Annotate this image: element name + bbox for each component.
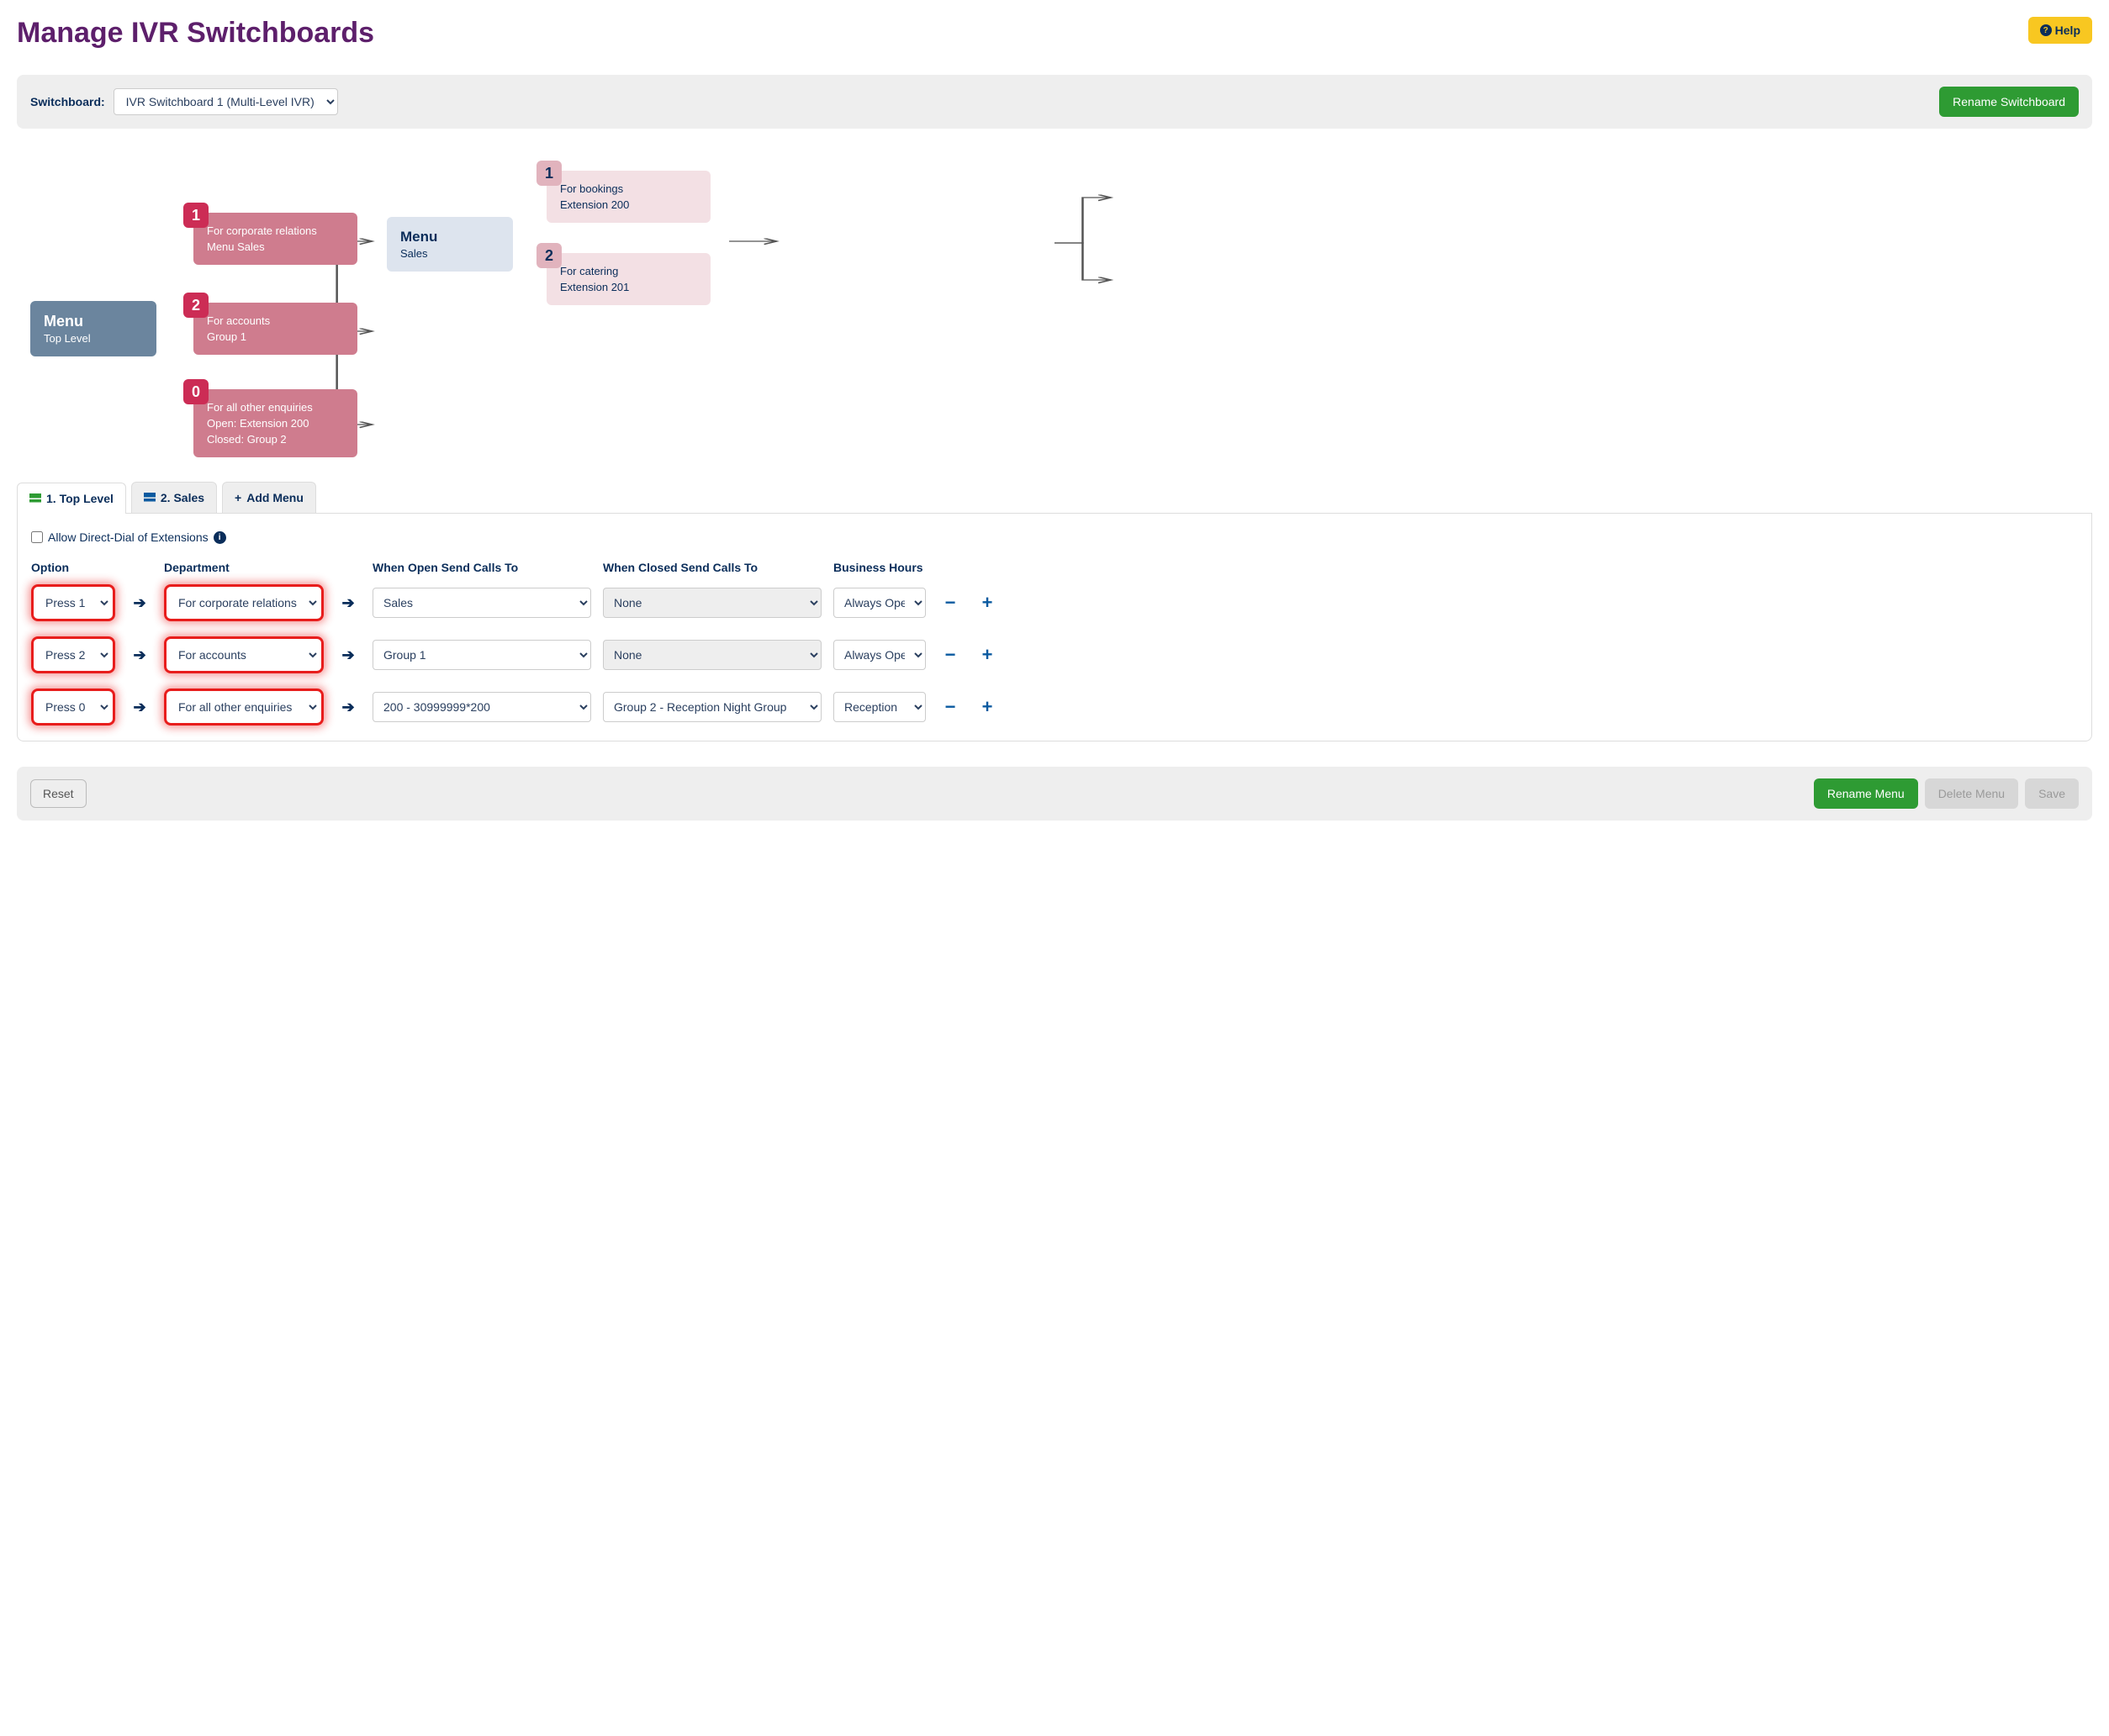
col-header-open: When Open Send Calls To [373,561,591,574]
arrow-right-icon: ➔ [336,646,361,664]
remove-row-icon[interactable]: − [938,592,963,614]
flow-node-line1: For catering [560,265,697,277]
when-open-select[interactable]: Sales [373,588,591,618]
flow-node-option-2[interactable]: 2 For accounts Group 1 [193,303,357,355]
option-row: Press 0 ➔ For all other enquiries ➔ 200 - 30… [31,689,2078,726]
flow-node-keypress-badge: 0 [183,379,209,404]
remove-row-icon[interactable]: − [938,696,963,718]
flow-node-subtitle: Sales [400,247,500,260]
info-icon[interactable]: i [214,531,226,544]
flow-node-line1: For all other enquiries [207,401,344,414]
flow-node-root-menu[interactable]: Menu Top Level [30,301,156,356]
arrow-right-icon: ➔ [127,646,152,664]
when-closed-select[interactable]: Group 2 - Reception Night Group [603,692,822,722]
question-circle-icon: ? [2040,24,2052,36]
flow-node-line2: Menu Sales [207,240,344,253]
tab-label: Add Menu [246,491,304,504]
flow-node-option-0[interactable]: 0 For all other enquiries Open: Extensio… [193,389,357,457]
add-row-icon[interactable]: + [975,696,1000,718]
flow-node-line1: For bookings [560,182,697,195]
flow-node-keypress-badge: 1 [536,161,562,186]
arrow-right-icon: ➔ [336,699,361,716]
tab-panel-top-level: Allow Direct-Dial of Extensions i Option… [17,514,2092,741]
flow-node-keypress-badge: 2 [536,243,562,268]
option-row: Press 2 ➔ For accounts ➔ Group 1 None Always O… [31,636,2078,673]
switchboard-select[interactable]: IVR Switchboard 1 (Multi-Level IVR) [114,88,338,115]
business-hours-select[interactable]: Reception [833,692,926,722]
tab-add-menu[interactable]: + Add Menu [222,482,316,513]
flow-node-suboption-1[interactable]: 1 For bookings Extension 200 [547,171,711,223]
col-header-hours: Business Hours [833,561,1000,574]
option-keypress-select[interactable]: Press 1 [35,588,111,617]
flow-node-title: Menu [400,229,500,245]
department-select[interactable]: For corporate relations [168,588,320,617]
arrow-right-icon: ➔ [336,594,361,612]
when-closed-select[interactable]: None [603,588,822,618]
allow-direct-dial-label: Allow Direct-Dial of Extensions [48,530,209,544]
when-open-select[interactable]: Group 1 [373,640,591,670]
flow-node-line3: Closed: Group 2 [207,433,344,446]
ivr-flow-diagram: Menu Top Level 1 For corporate relations… [17,154,2092,465]
col-header-department: Department [164,561,324,574]
menu-tabs: 1. Top Level 2. Sales + Add Menu [17,482,2092,514]
tab-label: 1. Top Level [46,492,114,505]
option-keypress-select[interactable]: Press 2 [35,641,111,669]
when-open-select[interactable]: 200 - 30999999*200 [373,692,591,722]
col-header-option: Option [31,561,115,574]
department-select[interactable]: For all other enquiries [168,693,320,721]
tab-top-level[interactable]: 1. Top Level [17,483,126,514]
list-icon [29,493,41,504]
tab-sales[interactable]: 2. Sales [131,482,217,513]
help-button[interactable]: ? Help [2028,17,2092,44]
option-keypress-select[interactable]: Press 0 [35,693,111,721]
allow-direct-dial-checkbox[interactable] [31,531,43,543]
switchboard-toolbar: Switchboard: IVR Switchboard 1 (Multi-Le… [17,75,2092,129]
page-title: Manage IVR Switchboards [17,17,374,50]
flow-node-keypress-badge: 2 [183,293,209,318]
footer-toolbar: Reset Rename Menu Delete Menu Save [17,767,2092,821]
flow-node-line1: For corporate relations [207,224,344,237]
department-select[interactable]: For accounts [168,641,320,669]
add-row-icon[interactable]: + [975,644,1000,666]
flow-node-suboption-2[interactable]: 2 For catering Extension 201 [547,253,711,305]
when-closed-select[interactable]: None [603,640,822,670]
plus-icon: + [235,491,241,504]
rename-switchboard-button[interactable]: Rename Switchboard [1939,87,2079,117]
tab-label: 2. Sales [161,491,204,504]
flow-node-subtitle: Top Level [44,332,143,345]
flow-node-line2: Extension 200 [560,198,697,211]
flow-node-option-1[interactable]: 1 For corporate relations Menu Sales [193,213,357,265]
switchboard-label: Switchboard: [30,95,105,108]
business-hours-select[interactable]: Always Open [833,588,926,618]
add-row-icon[interactable]: + [975,592,1000,614]
reset-button[interactable]: Reset [30,779,87,808]
remove-row-icon[interactable]: − [938,644,963,666]
flow-node-line2: Open: Extension 200 [207,417,344,430]
arrow-right-icon: ➔ [127,594,152,612]
arrow-right-icon: ➔ [127,699,152,716]
flow-node-line2: Group 1 [207,330,344,343]
rename-menu-button[interactable]: Rename Menu [1814,778,1918,809]
flow-node-line2: Extension 201 [560,281,697,293]
flow-node-title: Menu [44,313,143,330]
flow-node-keypress-badge: 1 [183,203,209,228]
delete-menu-button[interactable]: Delete Menu [1925,778,2018,809]
col-header-closed: When Closed Send Calls To [603,561,822,574]
save-button[interactable]: Save [2025,778,2079,809]
business-hours-select[interactable]: Always Open [833,640,926,670]
help-label: Help [2055,24,2080,37]
list-icon [144,493,156,503]
flow-node-line1: For accounts [207,314,344,327]
flow-node-submenu-sales[interactable]: Menu Sales [387,217,513,272]
option-row: Press 1 ➔ For corporate relations ➔ Sales Non… [31,584,2078,621]
